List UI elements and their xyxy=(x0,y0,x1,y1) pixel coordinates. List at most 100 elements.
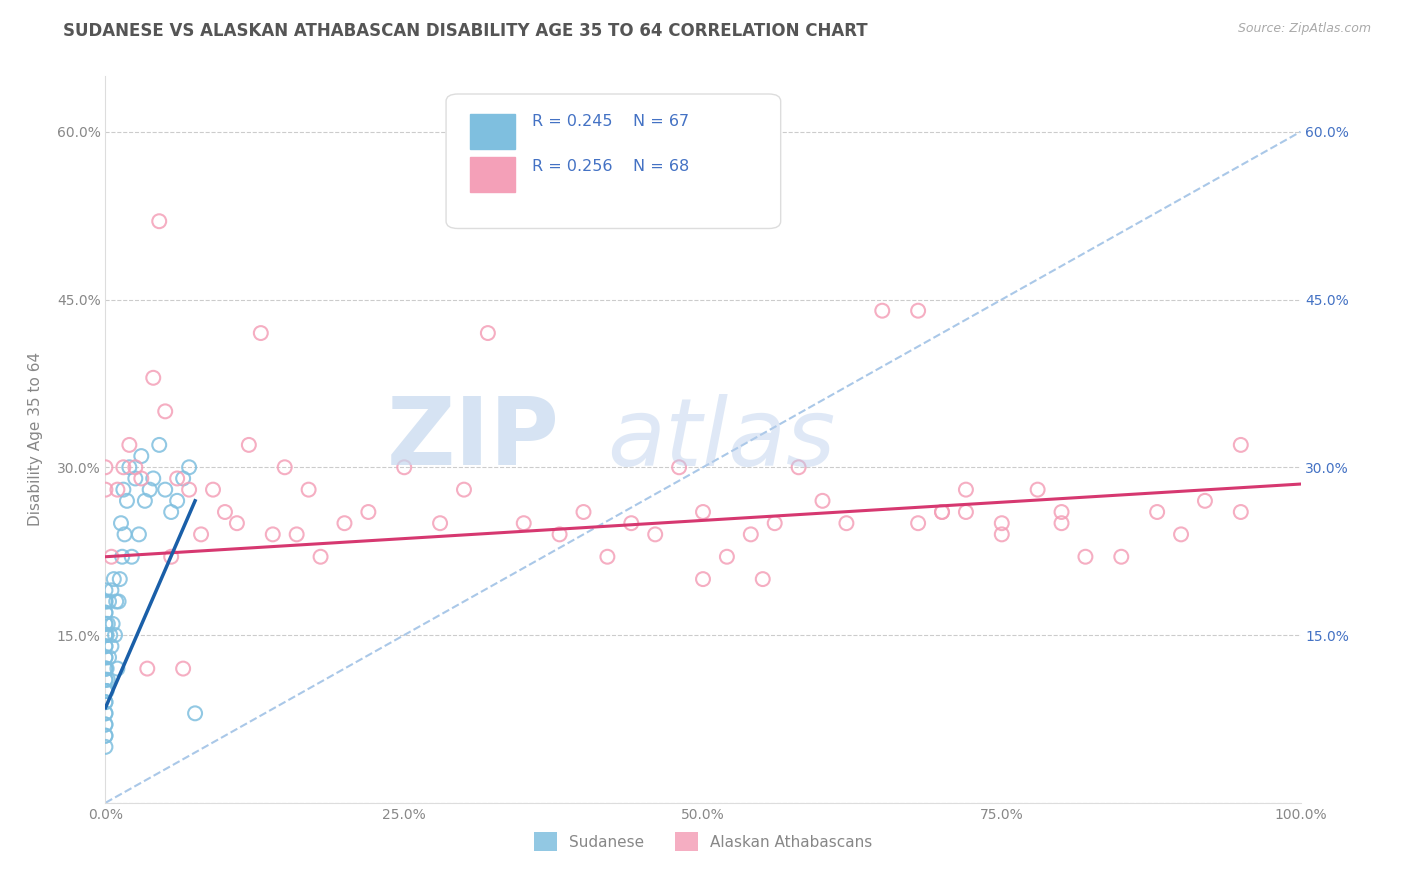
FancyBboxPatch shape xyxy=(470,113,516,149)
Point xyxy=(477,326,499,340)
Point xyxy=(94,616,117,631)
Point xyxy=(763,516,786,531)
Point xyxy=(285,527,308,541)
Point xyxy=(931,505,953,519)
Point xyxy=(357,505,380,519)
Point xyxy=(94,729,117,743)
Point xyxy=(107,483,129,497)
Point xyxy=(94,684,117,698)
Point xyxy=(1194,493,1216,508)
Point xyxy=(153,404,177,418)
Point xyxy=(429,516,451,531)
Point xyxy=(94,606,117,620)
Point xyxy=(990,527,1012,541)
Point xyxy=(94,673,117,687)
Point xyxy=(94,606,117,620)
Point xyxy=(94,628,117,642)
Point xyxy=(138,483,160,497)
Point xyxy=(129,449,153,463)
Point xyxy=(907,303,929,318)
Text: R = 0.256    N = 68: R = 0.256 N = 68 xyxy=(531,159,689,174)
Text: Source: ZipAtlas.com: Source: ZipAtlas.com xyxy=(1237,22,1371,36)
Point xyxy=(100,639,122,653)
Point xyxy=(572,505,595,519)
Point xyxy=(94,650,117,665)
Point xyxy=(112,460,135,475)
Point xyxy=(931,505,953,519)
Point xyxy=(98,594,121,608)
Point xyxy=(101,616,124,631)
Point xyxy=(177,483,201,497)
Point xyxy=(94,739,117,754)
Point xyxy=(668,460,690,475)
Point xyxy=(907,516,929,531)
Point xyxy=(107,594,129,608)
Point xyxy=(124,460,146,475)
Point xyxy=(309,549,332,564)
Point xyxy=(1229,438,1251,452)
Point xyxy=(114,527,136,541)
Point xyxy=(94,662,117,676)
Point xyxy=(620,516,643,531)
Point xyxy=(129,471,153,485)
Point xyxy=(98,628,121,642)
Point xyxy=(118,460,141,475)
Y-axis label: Disability Age 35 to 64: Disability Age 35 to 64 xyxy=(28,352,42,526)
FancyBboxPatch shape xyxy=(470,157,516,192)
Point xyxy=(94,717,117,731)
Point xyxy=(105,594,128,608)
Point xyxy=(136,662,159,676)
Point xyxy=(238,438,260,452)
Point xyxy=(262,527,284,541)
Point xyxy=(835,516,858,531)
Point xyxy=(94,483,117,497)
Point xyxy=(94,695,117,709)
Point xyxy=(273,460,295,475)
Point xyxy=(751,572,773,586)
Point xyxy=(94,684,117,698)
Point xyxy=(96,628,118,642)
Point xyxy=(225,516,249,531)
Point xyxy=(124,471,146,485)
Point xyxy=(955,505,977,519)
Point xyxy=(94,594,117,608)
Point xyxy=(1074,549,1097,564)
Point xyxy=(94,639,117,653)
Point xyxy=(811,493,834,508)
Point xyxy=(172,471,194,485)
Point xyxy=(190,527,212,541)
Point xyxy=(153,483,177,497)
Point xyxy=(177,460,201,475)
Point xyxy=(142,371,165,385)
Text: atlas: atlas xyxy=(607,393,835,485)
Point xyxy=(94,583,117,598)
Point xyxy=(250,326,273,340)
Point xyxy=(214,505,236,519)
Point xyxy=(112,483,135,497)
Point xyxy=(94,673,117,687)
Point xyxy=(94,639,117,653)
Point xyxy=(166,471,188,485)
Point xyxy=(872,303,894,318)
Point xyxy=(202,483,225,497)
Point xyxy=(716,549,738,564)
Text: R = 0.245    N = 67: R = 0.245 N = 67 xyxy=(531,114,689,129)
Text: SUDANESE VS ALASKAN ATHABASCAN DISABILITY AGE 35 TO 64 CORRELATION CHART: SUDANESE VS ALASKAN ATHABASCAN DISABILIT… xyxy=(63,22,868,40)
Point xyxy=(1146,505,1168,519)
Point xyxy=(548,527,571,541)
Point xyxy=(103,572,125,586)
Point xyxy=(115,493,138,508)
Point xyxy=(160,549,183,564)
Point xyxy=(118,438,141,452)
Point xyxy=(692,505,714,519)
Point xyxy=(1026,483,1049,497)
Point xyxy=(955,483,977,497)
Point xyxy=(108,572,131,586)
Point xyxy=(98,650,121,665)
Point xyxy=(107,662,129,676)
Point xyxy=(1170,527,1192,541)
Point xyxy=(298,483,321,497)
Point xyxy=(94,594,117,608)
Point xyxy=(100,583,122,598)
Point xyxy=(96,662,118,676)
